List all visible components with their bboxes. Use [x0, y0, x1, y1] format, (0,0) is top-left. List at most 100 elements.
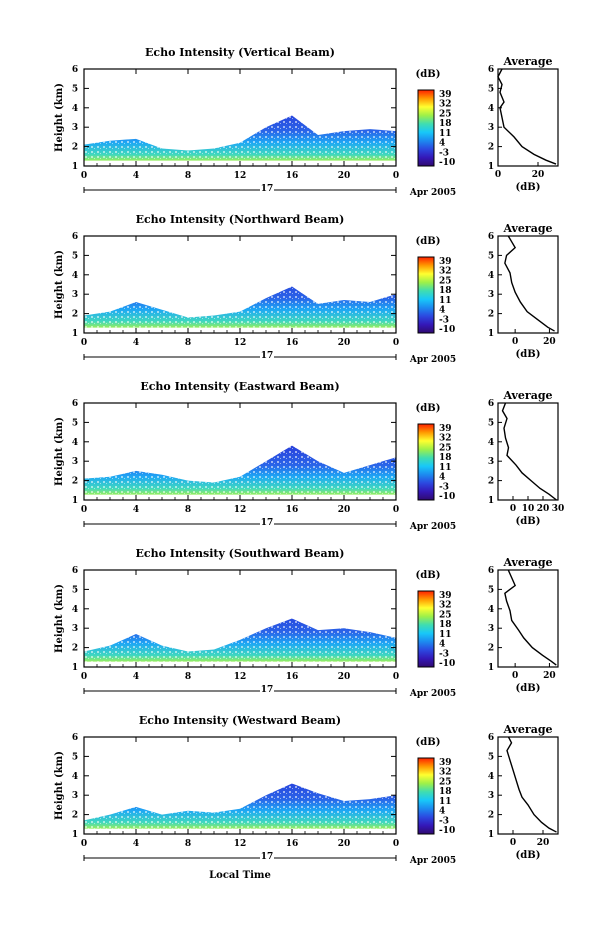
colorbar-tick-label: 4 — [439, 640, 445, 650]
x-tick-label: 0 — [81, 505, 87, 515]
panel-2: Echo Intensity (Northward Beam)123456Hei… — [54, 213, 559, 365]
colorbar-tick-label: 32 — [439, 434, 452, 444]
x-tick-label: 8 — [185, 839, 191, 849]
average-y-tick-label: 6 — [488, 65, 494, 75]
colorbar-tick-label: 39 — [439, 758, 452, 768]
average-x-label: (dB) — [516, 683, 541, 694]
colorbar-tick-label: 32 — [439, 267, 452, 277]
average-x-tick-label: 30 — [552, 504, 565, 514]
colorbar-tick-label: 4 — [439, 807, 445, 817]
colorbar — [417, 256, 435, 334]
colorbar-tick-label: -3 — [439, 315, 449, 325]
echo-field — [84, 115, 396, 161]
average-y-tick-label: 4 — [488, 438, 494, 448]
average-y-tick-label: 1 — [488, 329, 494, 339]
x-tick-label: 20 — [338, 171, 351, 181]
echo-field — [84, 286, 396, 328]
colorbar-tick-label: 18 — [439, 453, 452, 463]
average-y-tick-label: 1 — [488, 496, 494, 506]
y-tick-label: 1 — [72, 162, 78, 172]
x-tick-label: 16 — [286, 839, 299, 849]
colorbar-unit: (dB) — [416, 403, 441, 414]
y-tick-label: 5 — [72, 752, 78, 762]
colorbar-tick-label: -10 — [439, 325, 455, 335]
x-tick-label: 12 — [234, 171, 247, 181]
average-x-label: (dB) — [516, 349, 541, 360]
date-label: Apr 2005 — [409, 856, 456, 866]
x-tick-label: 4 — [133, 171, 139, 181]
x-tick-label: 8 — [185, 672, 191, 682]
x-tick-label: 20 — [338, 839, 351, 849]
colorbar-tick-label: 11 — [439, 296, 452, 306]
x-tick-label: 8 — [185, 505, 191, 515]
colorbar — [417, 89, 435, 167]
x-tick-label: 20 — [338, 672, 351, 682]
day-label-bg — [260, 683, 274, 693]
average-profile-line — [497, 68, 557, 165]
y-tick-label: 3 — [72, 457, 78, 467]
colorbar-tick-label: 11 — [439, 129, 452, 139]
average-x-tick-label: 0 — [495, 170, 501, 180]
x-tick-label: 16 — [286, 338, 299, 348]
average-y-tick-label: 3 — [488, 624, 494, 634]
y-tick-label: 6 — [72, 733, 78, 743]
average-y-tick-label: 4 — [488, 104, 494, 114]
colorbar-tick-label: -3 — [439, 649, 449, 659]
average-y-tick-label: 2 — [488, 477, 494, 487]
day-label-bg — [260, 349, 274, 359]
panel-5: Echo Intensity (Westward Beam)123456Heig… — [54, 714, 559, 866]
average-y-tick-label: 5 — [488, 418, 494, 428]
colorbar-tick-label: 39 — [439, 591, 452, 601]
x-tick-label: 12 — [234, 839, 247, 849]
colorbar-tick-label: 32 — [439, 100, 452, 110]
average-x-tick-label: 20 — [537, 838, 550, 848]
x-tick-label: 16 — [286, 672, 299, 682]
y-tick-label: 1 — [72, 830, 78, 840]
x-tick-label: 12 — [234, 505, 247, 515]
day-label: 17 — [261, 685, 274, 695]
x-tick-label: 0 — [81, 338, 87, 348]
echo-texture — [84, 115, 396, 161]
average-y-tick-label: 6 — [488, 566, 494, 576]
date-label: Apr 2005 — [409, 188, 456, 198]
y-tick-label: 3 — [72, 290, 78, 300]
echo-texture — [84, 286, 396, 328]
colorbar-tick-label: 18 — [439, 286, 452, 296]
x-tick-label: 12 — [234, 338, 247, 348]
x-tick-label: 0 — [81, 672, 87, 682]
y-tick-label: 3 — [72, 123, 78, 133]
y-tick-label: 4 — [72, 438, 78, 448]
x-tick-label: 16 — [286, 505, 299, 515]
colorbar-tick-label: 25 — [439, 777, 452, 787]
average-y-tick-label: 2 — [488, 143, 494, 153]
colorbar-tick-label: 4 — [439, 139, 445, 149]
x-tick-label: 0 — [393, 839, 399, 849]
average-profile-line — [501, 402, 557, 501]
y-tick-label: 3 — [72, 791, 78, 801]
echo-texture — [84, 618, 396, 662]
colorbar-tick-label: 25 — [439, 610, 452, 620]
echo-field — [84, 618, 396, 662]
y-tick-label: 4 — [72, 271, 78, 281]
average-x-tick-label: 20 — [543, 337, 556, 347]
average-title: Average — [502, 222, 552, 235]
y-axis-label: Height (km) — [54, 584, 65, 653]
panel-title: Echo Intensity (Northward Beam) — [136, 213, 345, 226]
colorbar-unit: (dB) — [416, 737, 441, 748]
average-y-tick-label: 2 — [488, 811, 494, 821]
y-tick-label: 4 — [72, 772, 78, 782]
average-y-tick-label: 1 — [488, 830, 494, 840]
x-tick-label: 8 — [185, 338, 191, 348]
average-x-tick-label: 20 — [537, 504, 550, 514]
y-tick-label: 6 — [72, 399, 78, 409]
x-tick-label: 4 — [133, 505, 139, 515]
y-axis-label: Height (km) — [54, 83, 65, 152]
average-y-tick-label: 1 — [488, 663, 494, 673]
colorbar-unit: (dB) — [416, 236, 441, 247]
average-y-tick-label: 4 — [488, 605, 494, 615]
y-tick-label: 6 — [72, 566, 78, 576]
colorbar-tick-label: 11 — [439, 463, 452, 473]
colorbar-tick-label: 11 — [439, 797, 452, 807]
local-time-label: Local Time — [209, 870, 271, 881]
colorbar-tick-label: -3 — [439, 482, 449, 492]
